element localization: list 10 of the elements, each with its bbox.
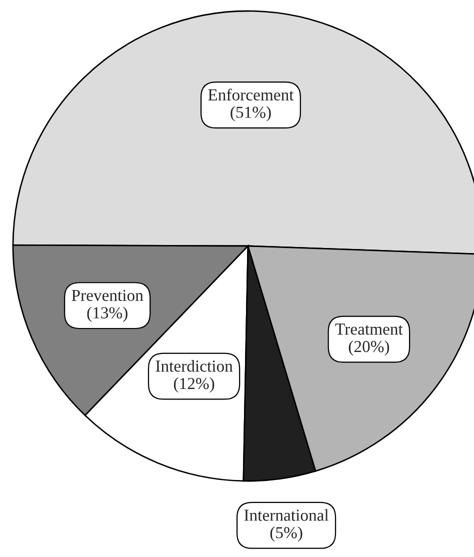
data-label: (51%) xyxy=(230,106,271,122)
slice-label: Enforcement xyxy=(208,88,294,100)
slice-label: Prevention xyxy=(72,290,144,302)
data-label: (13%) xyxy=(87,306,128,322)
slice-label: Treatment xyxy=(335,324,403,335)
data-label: (20%) xyxy=(348,340,390,356)
data-label: (5%) xyxy=(270,526,302,542)
slice-label: International xyxy=(244,509,329,521)
data-label: (12%) xyxy=(174,377,214,393)
slice-label: Interdiction xyxy=(156,360,233,372)
